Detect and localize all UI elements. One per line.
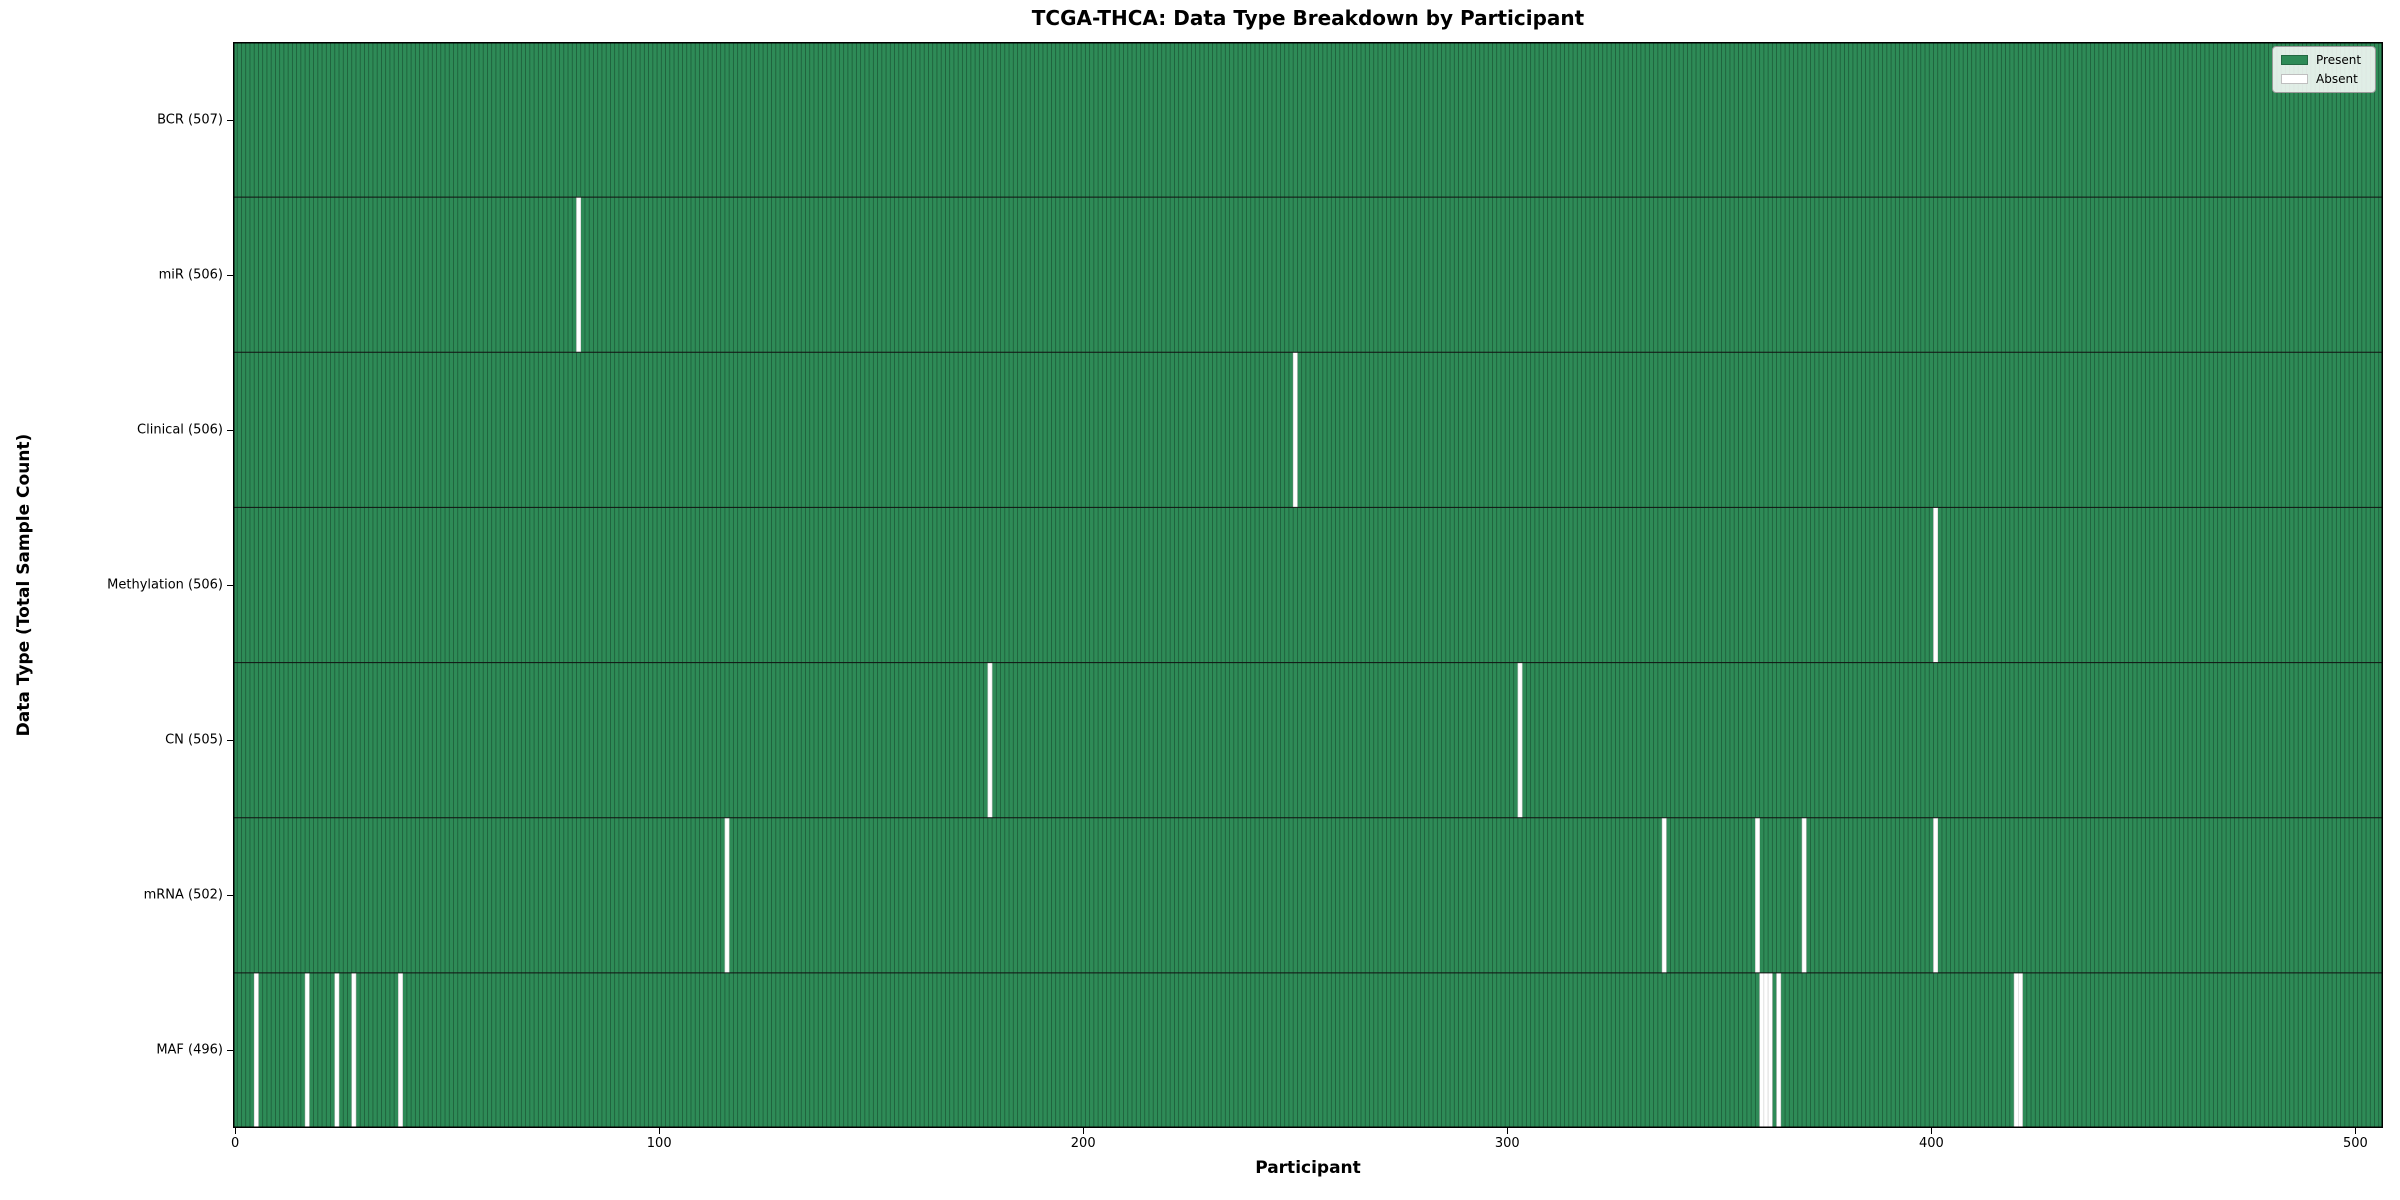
x-tick-label: 200 — [1070, 1136, 1096, 1151]
y-tick-label-mrna: mRNA (502) — [143, 887, 223, 903]
x-tick-label: 100 — [646, 1136, 672, 1151]
x-tick-label: 400 — [1918, 1136, 1944, 1151]
x-tick-mark — [1083, 1128, 1085, 1134]
legend-label: Present — [2316, 53, 2362, 67]
x-axis-label: Participant — [1255, 1158, 1361, 1178]
x-tick-mark — [1507, 1128, 1509, 1134]
x-tick-mark — [235, 1128, 237, 1134]
y-tick-label-maf: MAF (496) — [156, 1042, 223, 1058]
legend-item-present: Present — [2281, 53, 2367, 67]
legend-label: Absent — [2316, 72, 2358, 86]
x-tick-label: 0 — [230, 1136, 240, 1151]
x-tick-mark — [2355, 1128, 2357, 1134]
x-tick-label: 500 — [2342, 1136, 2368, 1151]
absent-swatch-icon — [2281, 74, 2308, 84]
y-tick-label-mir: miR (506) — [158, 267, 223, 283]
x-tick-label: 300 — [1494, 1136, 1520, 1151]
legend: Present Absent — [2272, 46, 2376, 93]
y-tick-mark — [227, 895, 233, 897]
y-tick-mark — [227, 429, 233, 431]
chart-title: TCGA-THCA: Data Type Breakdown by Partic… — [1031, 6, 1585, 30]
y-tick-mark — [227, 740, 233, 742]
x-tick-mark — [659, 1128, 661, 1134]
y-tick-label-methylation: Methylation (506) — [107, 577, 223, 593]
present-swatch-icon — [2281, 55, 2308, 65]
heatmap-plot — [233, 42, 2383, 1128]
y-tick-label-clinical: Clinical (506) — [137, 422, 223, 438]
y-tick-mark — [227, 1050, 233, 1052]
y-tick-label-bcr: BCR (507) — [157, 112, 223, 128]
y-axis-label: Data Type (Total Sample Count) — [14, 433, 34, 737]
legend-item-absent: Absent — [2281, 72, 2367, 86]
x-tick-mark — [1931, 1128, 1933, 1134]
y-tick-mark — [227, 585, 233, 586]
y-tick-mark — [227, 274, 233, 276]
y-tick-label-cn: CN (505) — [165, 732, 223, 748]
y-tick-mark — [227, 119, 233, 121]
